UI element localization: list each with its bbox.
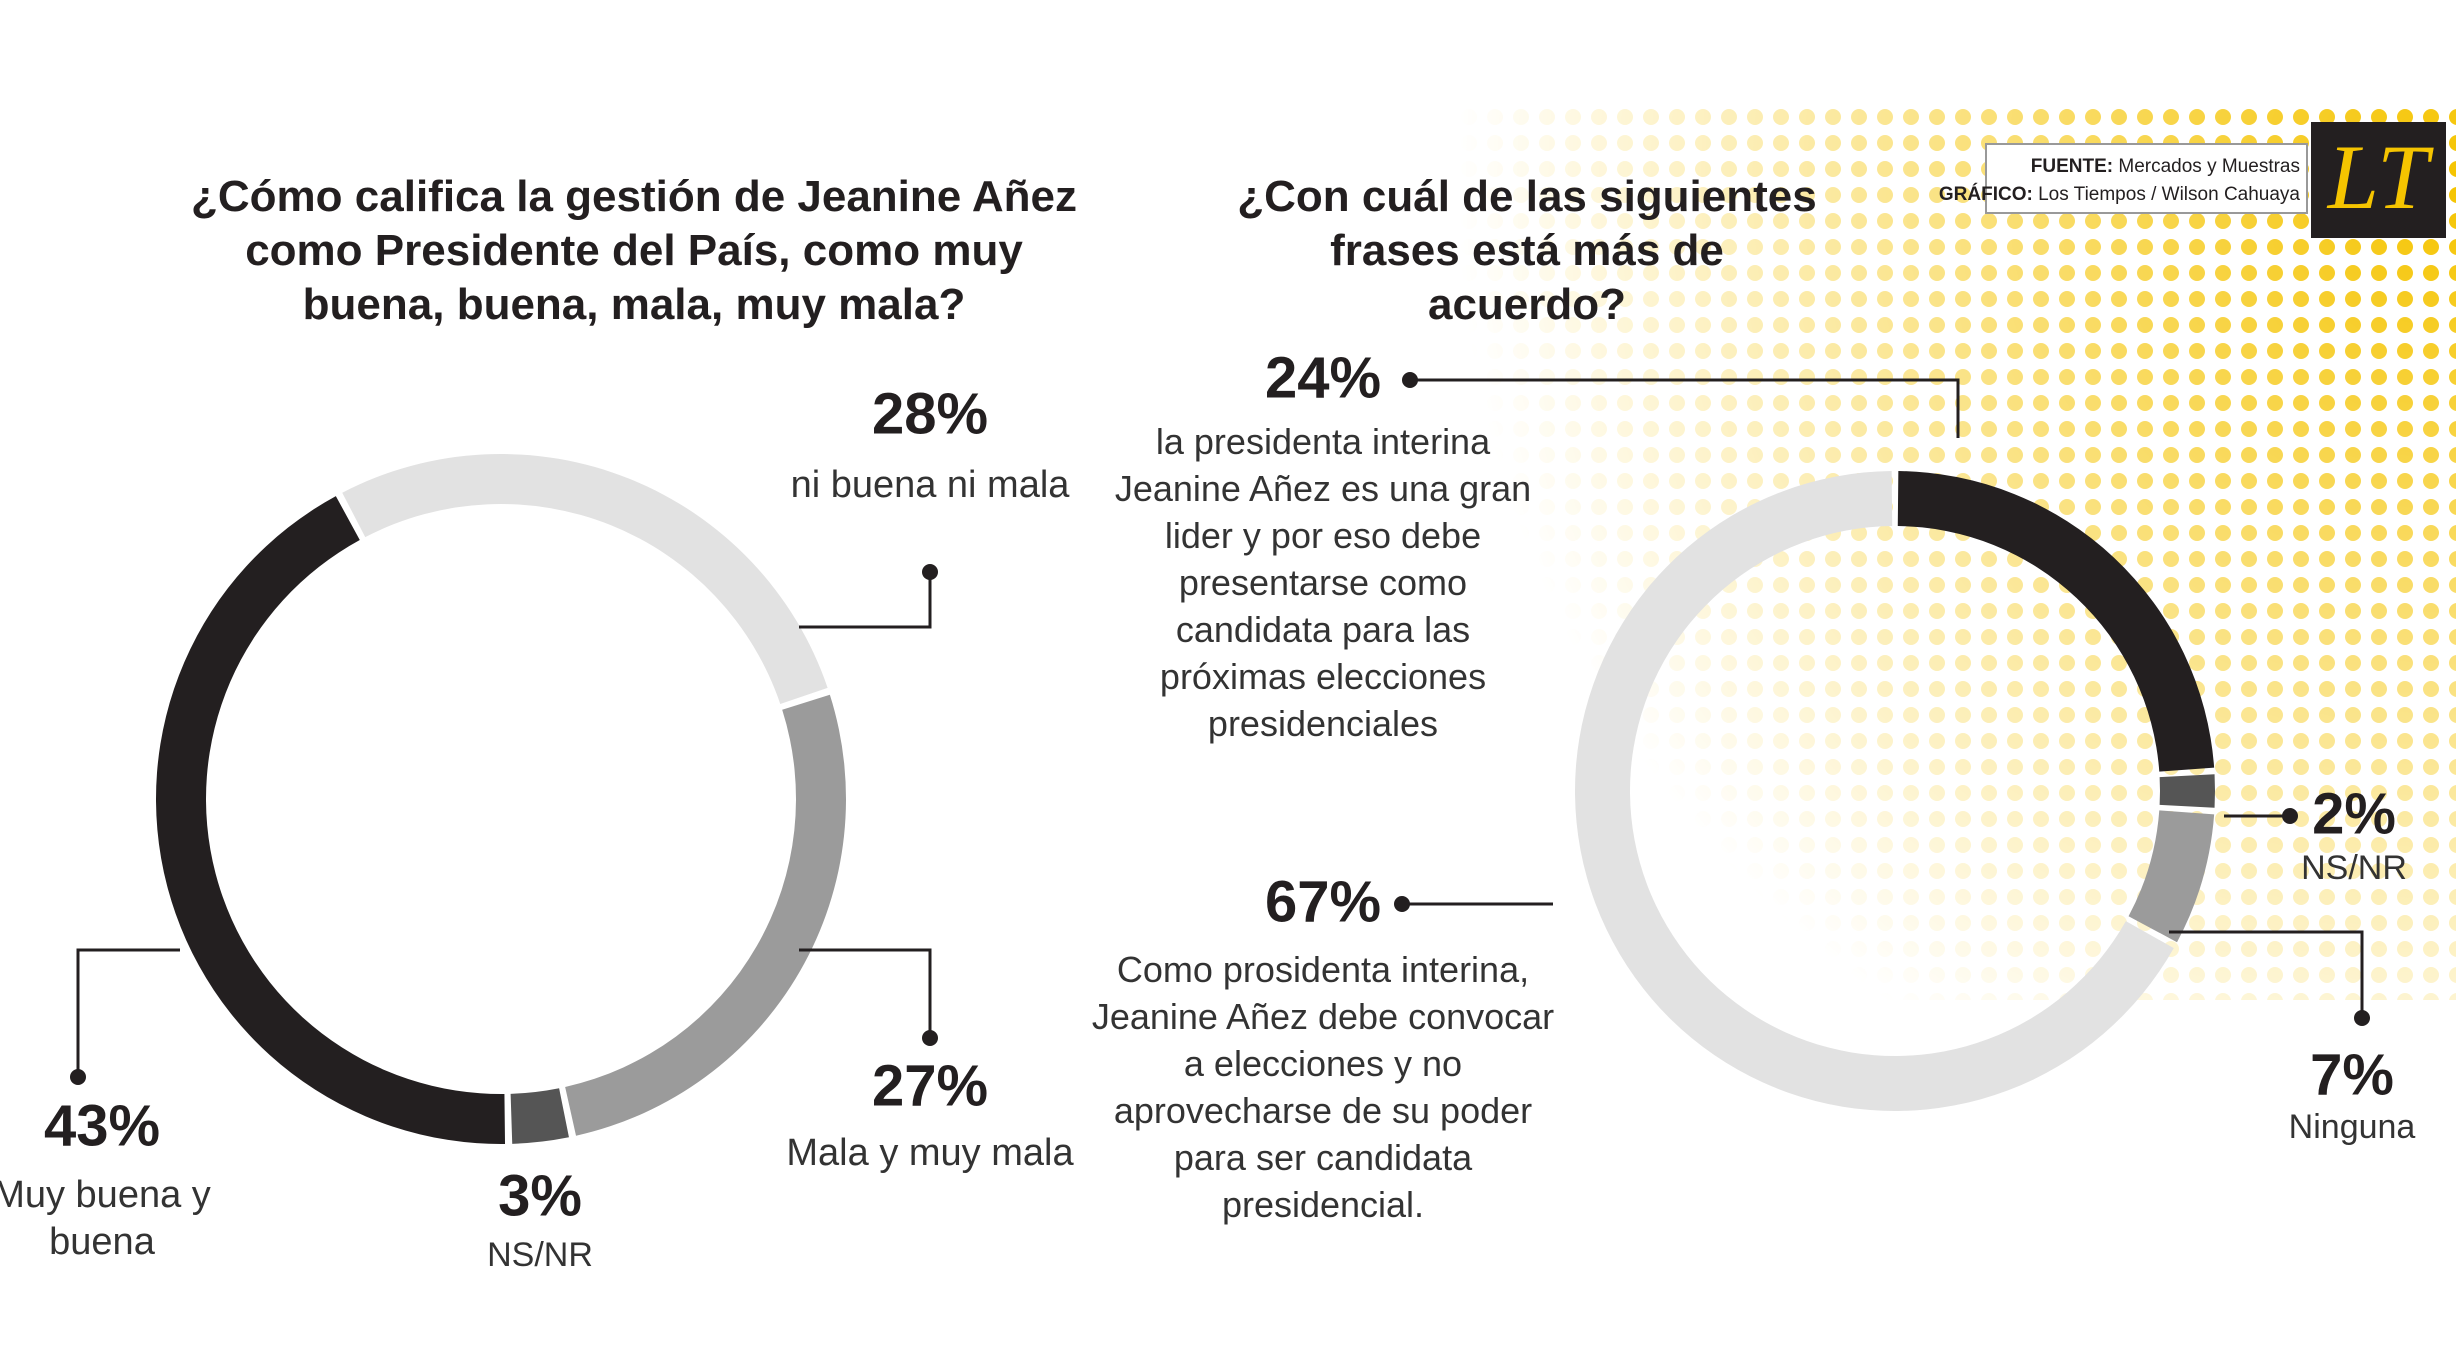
category-label: la presidenta interina Jeanine Añez es u… — [1114, 421, 1532, 744]
category-label: NS/NR — [2301, 849, 2407, 887]
value-label: 3% — [498, 1163, 582, 1228]
leader-line — [1410, 378, 1960, 438]
leader-line — [76, 948, 180, 1077]
donut-segment — [510, 1088, 569, 1144]
donut-segment — [1897, 471, 2215, 772]
value-label: 7% — [2310, 1042, 2394, 1107]
donut-segment — [2159, 774, 2216, 808]
category-label: Como prosidenta interina, Jeanine Añez d… — [1091, 949, 1555, 1225]
leader-dot — [922, 1030, 938, 1046]
category-label: Mala y muy mala — [786, 1132, 1074, 1174]
chart-title: ¿Cómo califica la gestión de Jeanine Añe… — [191, 172, 1077, 329]
chart-title: ¿Con cuál de las siguientes frases está … — [1237, 172, 1817, 329]
value-label: 24% — [1265, 345, 1381, 410]
leader-line — [799, 572, 932, 629]
donut-segment — [2128, 810, 2215, 943]
donut-segment — [565, 694, 846, 1136]
value-label: 67% — [1265, 869, 1381, 934]
value-label: 28% — [872, 381, 988, 446]
dot-pattern — [1400, 100, 2456, 1000]
leader-line — [2169, 930, 2364, 1018]
donut-segment — [342, 454, 828, 704]
category-label: Muy buena y buena — [0, 1174, 211, 1263]
category-label: NS/NR — [487, 1236, 593, 1274]
logo-box — [2311, 122, 2446, 238]
credit: GRÁFICO: Los Tiempos / Wilson Cahuaya — [1939, 183, 2301, 205]
value-label: 27% — [872, 1053, 988, 1118]
value-label: 2% — [2312, 781, 2396, 846]
leader-dot — [2282, 808, 2298, 824]
leader-dot — [1394, 896, 1410, 912]
leader-dot — [70, 1069, 86, 1085]
logo: LT — [2326, 126, 2434, 228]
value-label: 43% — [44, 1093, 160, 1158]
donut-segment — [156, 496, 506, 1144]
source-box — [1985, 143, 2308, 214]
leader-dot — [1402, 372, 1418, 388]
category-label: Ninguna — [2288, 1108, 2416, 1146]
category-label: ni buena ni mala — [790, 464, 1070, 506]
leader-line — [799, 948, 932, 1038]
source: FUENTE: Mercados y Muestras — [2031, 156, 2300, 177]
leader-dot — [922, 564, 938, 580]
leader-dot — [2354, 1010, 2370, 1026]
